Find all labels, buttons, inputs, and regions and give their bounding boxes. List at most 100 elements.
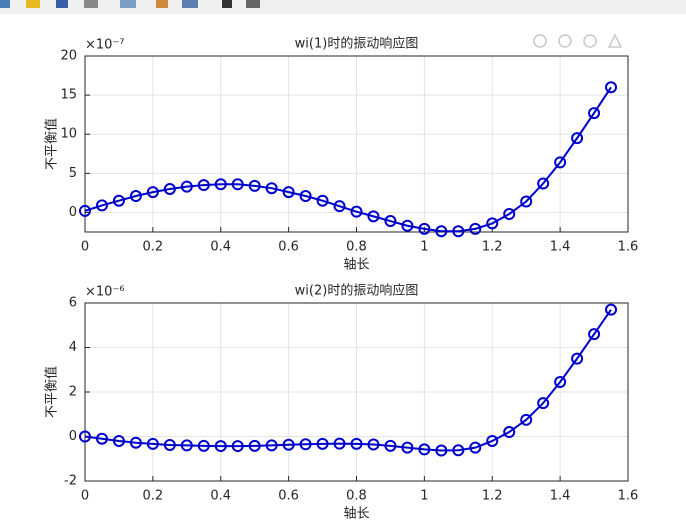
x-tick-label: 0.4 (210, 240, 231, 255)
tool-icon[interactable] (84, 0, 98, 8)
chart-title: wi(2)时的振动响应图 (295, 283, 419, 299)
tool-icon[interactable] (246, 0, 260, 8)
data-point (231, 178, 244, 191)
toolbar (0, 0, 686, 14)
series-line (84, 86, 612, 233)
y-tick-label: 10 (60, 127, 77, 142)
axes-box (84, 302, 629, 482)
data-point (129, 190, 142, 203)
y-tick-label: 4 (69, 340, 77, 355)
data-point (384, 439, 397, 452)
data-point (537, 177, 550, 190)
data-point (418, 222, 431, 235)
data-point (163, 182, 176, 195)
data-point (350, 437, 363, 450)
data-point (537, 397, 550, 410)
tool-icon[interactable] (120, 0, 136, 8)
data-point (350, 205, 363, 218)
data-point (79, 204, 91, 217)
data-point (79, 430, 91, 443)
data-point (503, 426, 516, 439)
x-tick-label: 0.4 (210, 489, 231, 504)
tool-icon[interactable] (56, 0, 68, 8)
data-point (214, 178, 227, 191)
data-point (112, 434, 125, 447)
y-tick-label: 0 (69, 205, 77, 220)
tool-icon[interactable] (583, 34, 597, 48)
data-point (520, 413, 533, 426)
toolbar-icons (0, 0, 260, 8)
data-point (486, 434, 499, 447)
data-point (282, 186, 295, 199)
data-point (95, 432, 108, 445)
data-point (299, 438, 312, 451)
x-tick-label: 1 (420, 240, 428, 255)
data-point (214, 440, 227, 453)
data-point (452, 225, 465, 238)
x-tick-label: 1 (420, 489, 428, 504)
tool-icon[interactable] (156, 0, 168, 8)
data-point (486, 217, 499, 230)
y-tick-label: 6 (69, 296, 77, 311)
x-tick-label: 0.6 (278, 489, 299, 504)
tool-icon[interactable] (0, 0, 10, 8)
x-tick-label: 1.2 (482, 240, 503, 255)
data-point (333, 200, 346, 213)
data-point (197, 439, 210, 452)
data-point (469, 441, 482, 454)
data-point (418, 443, 431, 456)
data-point (299, 190, 312, 203)
data-point (435, 225, 448, 238)
x-tick-label: 0.2 (143, 489, 164, 504)
y-tick-label: 2 (69, 385, 77, 400)
y-tick-label: 20 (60, 49, 77, 64)
data-point (197, 179, 210, 192)
tool-icon[interactable] (26, 0, 40, 8)
axes-box (84, 55, 629, 233)
tool-icon[interactable] (182, 0, 198, 8)
data-point (231, 440, 244, 453)
data-point (248, 179, 261, 192)
x-tick-label: 1.6 (618, 240, 639, 255)
data-point (469, 222, 482, 235)
data-point (163, 438, 176, 451)
data-point (180, 180, 193, 193)
axes-toolbar (533, 33, 623, 48)
data-point (588, 328, 601, 341)
y-axis-label: 不平衡值 (44, 366, 60, 418)
x-axis-label: 轴长 (343, 258, 369, 273)
data-point (588, 107, 601, 120)
data-point (146, 186, 159, 199)
data-point (248, 439, 261, 452)
data-point (146, 437, 159, 450)
data-point (605, 81, 618, 94)
data-point (316, 437, 329, 450)
data-point (435, 444, 448, 457)
data-point (520, 195, 533, 208)
exponent-label: ×10⁻⁷ (85, 38, 125, 53)
data-point (282, 438, 295, 451)
series-line (84, 309, 612, 452)
data-point (605, 303, 618, 316)
exponent-label: ×10⁻⁶ (85, 285, 125, 300)
data-point (129, 436, 142, 449)
data-point (571, 132, 584, 145)
x-tick-label: 1.4 (550, 240, 571, 255)
x-tick-label: 0.2 (143, 240, 164, 255)
tool-icon[interactable] (558, 34, 572, 48)
x-tick-label: 0.6 (278, 240, 299, 255)
x-tick-label: 0.8 (346, 489, 367, 504)
tool-icon[interactable] (607, 33, 623, 48)
tool-icon[interactable] (533, 34, 547, 48)
data-point (333, 437, 346, 450)
data-point (367, 438, 380, 451)
tool-icon[interactable] (222, 0, 232, 8)
x-tick-label: 0.8 (346, 240, 367, 255)
data-point (554, 156, 567, 169)
x-tick-label: 1.6 (618, 489, 639, 504)
data-point (401, 441, 414, 454)
x-tick-label: 0 (81, 489, 89, 504)
data-point (95, 199, 108, 212)
